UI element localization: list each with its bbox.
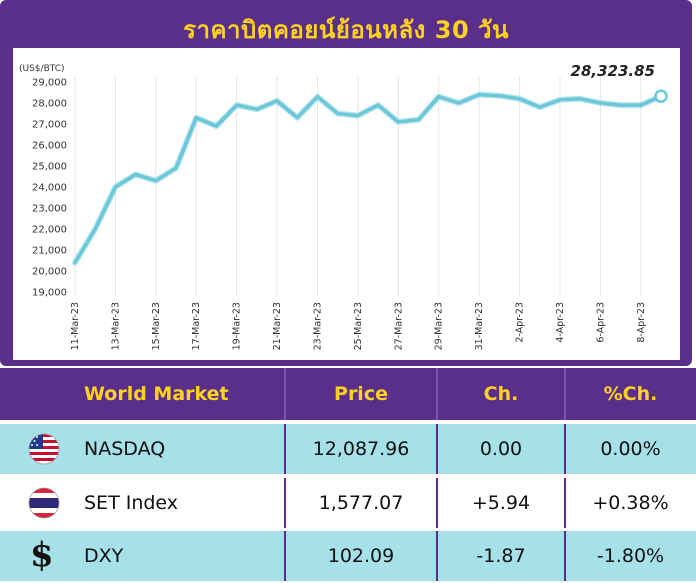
y-tick-label: 29,000	[32, 78, 67, 89]
x-tick-label: 13-Mar-23	[110, 302, 121, 350]
table-header-row: World Market Price Ch. %Ch.	[0, 368, 696, 420]
market-name: SET Index	[84, 492, 179, 514]
x-tick-label: 8-Apr-23	[636, 302, 647, 343]
table-row: NASDAQ 12,087.96 0.00 0.00%	[0, 424, 696, 474]
market-change: -1.87	[476, 545, 526, 567]
market-price: 102.09	[327, 545, 395, 567]
thai-flag-icon	[28, 487, 60, 519]
x-tick-label: 29-Mar-23	[434, 302, 445, 350]
column-divider	[436, 368, 438, 420]
market-name: NASDAQ	[84, 438, 166, 460]
table-row: SET Index 1,577.07 +5.94 +0.38%	[0, 478, 696, 528]
column-divider	[284, 368, 286, 420]
column-divider	[436, 531, 438, 581]
market-percent-change: -1.80%	[596, 545, 665, 567]
y-tick-label: 21,000	[32, 246, 67, 257]
price-line-chart: (US$/BTC) 19,000 20,000 21,000 22,000 23,000 2…	[19, 62, 668, 350]
market-name: DXY	[84, 545, 124, 567]
market-change: +5.94	[471, 492, 531, 514]
x-tick-label: 2-Apr-23	[515, 302, 526, 343]
column-divider	[284, 531, 286, 581]
x-tick-label: 19-Mar-23	[232, 302, 243, 350]
header-change: Ch.	[483, 383, 519, 405]
header-percent-change: %Ch.	[603, 383, 658, 405]
dollar-icon: $	[30, 535, 54, 575]
series-line	[73, 92, 663, 265]
chart-frame: ราคาบิตคอยน์ย้อนหลัง 30 วัน (US$/BTC) 19,…	[0, 0, 692, 366]
x-tick-label: 4-Apr-23	[555, 302, 566, 343]
x-tick-label: 25-Mar-23	[353, 302, 364, 350]
column-divider	[564, 424, 566, 474]
table-row: $ DXY 102.09 -1.87 -1.80%	[0, 531, 696, 581]
last-value-label: 28,323.85	[571, 62, 655, 80]
last-point-marker	[654, 89, 668, 103]
x-tick-label: 11-Mar-23	[70, 302, 81, 350]
us-flag-icon	[28, 433, 60, 465]
market-change: 0.00	[479, 438, 523, 460]
header-world-market: World Market	[84, 383, 229, 405]
y-tick-label: 27,000	[32, 120, 67, 131]
y-tick-label: 20,000	[32, 267, 67, 278]
y-tick-label: 28,000	[32, 99, 67, 110]
y-tick-label: 23,000	[32, 204, 67, 215]
column-divider	[436, 478, 438, 528]
column-divider	[564, 478, 566, 528]
plot-panel: (US$/BTC) 19,000 20,000 21,000 22,000 23,000 2…	[13, 48, 680, 360]
y-tick-label: 19,000	[32, 288, 67, 299]
y-axis-label: (US$/BTC)	[19, 64, 65, 74]
column-divider	[436, 424, 438, 474]
y-tick-label: 24,000	[32, 183, 67, 194]
series-line-glow	[72, 91, 664, 266]
y-tick-label: 26,000	[32, 141, 67, 152]
y-tick-label: 25,000	[32, 162, 67, 173]
x-tick-label: 17-Mar-23	[191, 302, 202, 350]
market-price: 12,087.96	[312, 438, 410, 460]
header-price: Price	[334, 383, 388, 405]
column-divider	[284, 478, 286, 528]
market-percent-change: +0.38%	[592, 492, 669, 514]
column-divider	[564, 531, 566, 581]
x-tick-label: 31-Mar-23	[474, 302, 485, 350]
x-tick-label: 21-Mar-23	[272, 302, 283, 350]
chart-title: ราคาบิตคอยน์ย้อนหลัง 30 วัน	[183, 16, 509, 44]
x-tick-label: 23-Mar-23	[312, 302, 323, 350]
y-tick-label: 22,000	[32, 225, 67, 236]
x-tick-label: 27-Mar-23	[393, 302, 404, 350]
x-tick-label: 15-Mar-23	[151, 302, 162, 350]
market-price: 1,577.07	[318, 492, 404, 514]
x-tick-label: 6-Apr-23	[595, 302, 606, 343]
market-percent-change: 0.00%	[600, 438, 661, 460]
column-divider	[564, 368, 566, 420]
column-divider	[284, 424, 286, 474]
